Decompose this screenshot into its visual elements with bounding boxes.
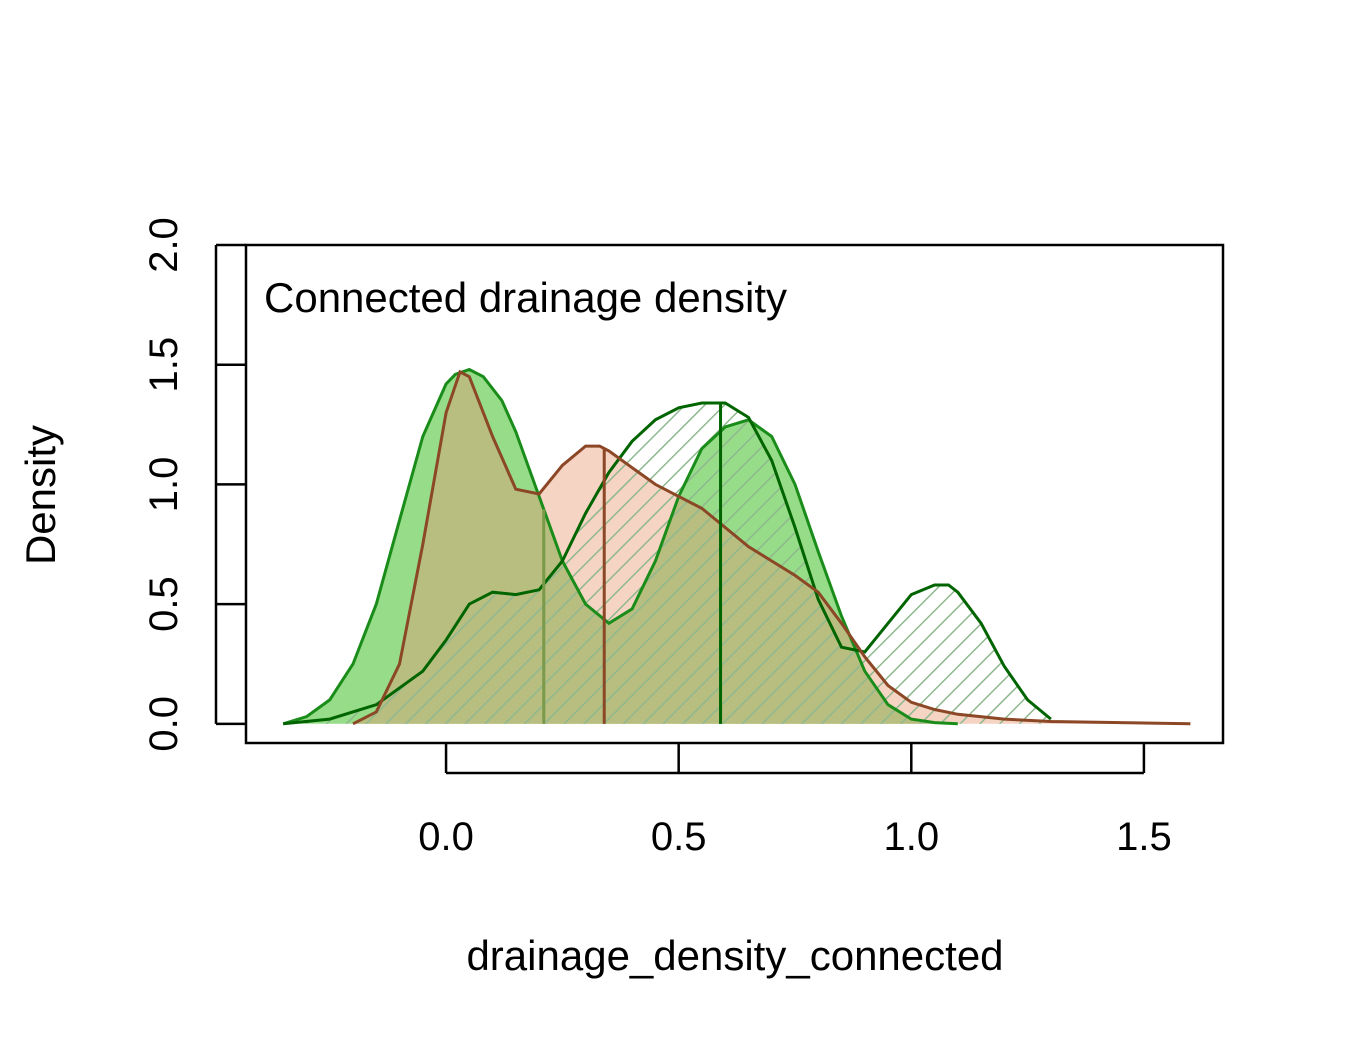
x-axis: 0.0 0.5 1.0 1.5	[418, 743, 1172, 859]
y-tick-label: 0.5	[142, 576, 186, 632]
plot-frame	[244, 243, 1225, 745]
series-hatched-line	[283, 401, 1052, 726]
y-tick-label: 1.0	[142, 457, 186, 513]
x-axis-label: drainage_density_connected	[466, 932, 1003, 979]
y-axis-label: Density	[17, 425, 64, 565]
y-tick-label: 1.5	[142, 337, 186, 393]
density-areas	[282, 367, 1191, 726]
x-tick-label: 0.5	[651, 815, 707, 859]
y-tick-label: 0.0	[142, 696, 186, 752]
series-green-line	[282, 367, 958, 726]
plot-title: Connected drainage density	[264, 274, 787, 321]
series-hatched-area	[283, 403, 1051, 724]
y-axis: 0.0 0.5 1.0 1.5 2.0	[142, 217, 246, 752]
series-salmon-line	[352, 369, 1191, 726]
y-tick-label: 2.0	[142, 217, 186, 273]
x-tick-label: 1.5	[1116, 815, 1172, 859]
x-tick-label: 0.0	[418, 815, 474, 859]
x-tick-label: 1.0	[883, 815, 939, 859]
